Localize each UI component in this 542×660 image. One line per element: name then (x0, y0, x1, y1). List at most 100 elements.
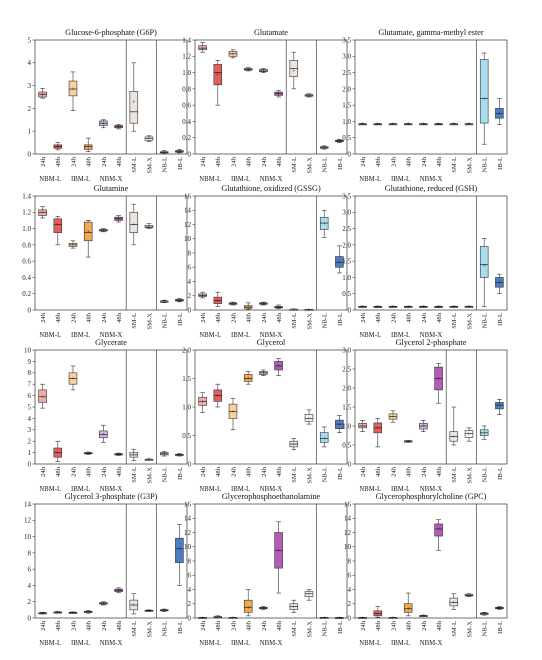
box-48h: + (114, 453, 123, 459)
box-48h: + (434, 519, 443, 551)
x-tick-label: SM-L (451, 313, 458, 329)
y-tick-label: 0 (28, 614, 32, 622)
x-tick-label: 24h (360, 466, 367, 477)
y-tick-label: 0 (28, 306, 32, 314)
y-tick-label: 6 (188, 572, 192, 580)
box-48h: + (373, 122, 383, 128)
mean-marker: + (102, 602, 106, 608)
box-body (38, 209, 47, 216)
y-tick-label: 1.0 (342, 118, 351, 126)
box-IB-L: + (175, 298, 184, 304)
x-tick-label: 48h (246, 156, 253, 167)
mean-marker: + (376, 426, 380, 432)
box-NB-L: + (319, 209, 329, 238)
mean-marker: + (71, 377, 75, 383)
mean-marker: + (407, 305, 411, 311)
y-tick-label: 2.0 (182, 346, 191, 354)
y-tick-label: 0 (348, 150, 352, 158)
box-body (144, 225, 154, 229)
x-tick-label: 24h (70, 466, 77, 477)
box-body (479, 59, 489, 124)
y-tick-label: 0 (28, 460, 32, 468)
x-tick-label: SM-L (451, 621, 458, 637)
x-tick-label: 24h (230, 466, 237, 477)
box-body (243, 374, 253, 382)
x-tick-label: 24h (360, 620, 367, 631)
x-tick-label: 24h (200, 620, 207, 631)
x-tick-label: SM-X (466, 313, 473, 330)
x-tick-label: 24h (40, 312, 47, 323)
x-tick-label: SM-L (291, 467, 298, 483)
box-24h: + (419, 420, 428, 432)
mean-marker: + (247, 606, 251, 612)
box-24h: + (38, 206, 47, 219)
box-body (373, 610, 383, 617)
box-NB-L: + (159, 299, 169, 305)
box-SM-X: + (304, 589, 314, 601)
x-tick-label: SM-X (466, 621, 473, 638)
box-IB-L: + (175, 149, 184, 155)
y-tick-label: 1.0 (342, 274, 351, 282)
x-tick-label: 48h (375, 620, 382, 631)
group-label: IBM-L (391, 640, 410, 647)
box-48h: + (53, 142, 63, 151)
group-label: NBM-L (199, 332, 221, 339)
mean-marker: + (178, 453, 182, 459)
box-24h: + (259, 302, 268, 308)
mean-marker: + (201, 46, 205, 52)
box-SM-L: + (289, 438, 299, 451)
mean-marker: + (323, 146, 327, 152)
box-SM-X: + (464, 122, 474, 128)
x-tick-label: 48h (436, 312, 443, 323)
box-48h: + (434, 362, 443, 404)
x-tick-label: SM-X (306, 313, 313, 330)
mean-marker: + (323, 437, 327, 443)
mean-marker: + (338, 260, 342, 266)
box-body (243, 599, 253, 613)
group-label: IBM-L (231, 486, 250, 493)
chart-svg: Glycerophosphorylcholine (GPC) 0 2 4 6 8 10 12 1… (344, 492, 508, 647)
y-tick-label: 2 (188, 292, 192, 300)
mean-marker: + (391, 415, 395, 421)
chart-title: Glycerophosphorylcholine (GPC) (376, 492, 487, 501)
x-tick-label: 24h (70, 312, 77, 323)
y-tick-label: 8 (28, 369, 32, 377)
mean-marker: + (407, 607, 411, 613)
chart-panel-7: Glycerate 0 1 2 3 4 5 6 7 8 9 10 + + + + + + + + + +24h 48h 24h… (9, 336, 197, 496)
x-tick-label: NB-L (322, 467, 329, 482)
y-tick-label: 8 (188, 249, 192, 257)
y-tick-label: 1 (28, 128, 32, 136)
y-tick-label: 0 (348, 614, 352, 622)
box-48h: + (434, 305, 443, 311)
mean-marker: + (292, 442, 296, 448)
mean-marker: + (498, 281, 502, 287)
box-body (38, 389, 47, 403)
box-NB-L: + (479, 238, 489, 308)
mean-marker: + (467, 305, 471, 311)
mean-marker: + (71, 243, 75, 249)
box-body (319, 432, 329, 443)
x-tick-label: 48h (86, 156, 93, 167)
box-24h: + (38, 383, 47, 409)
group-label: IBM-L (71, 176, 90, 183)
group-label: IBM-L (391, 176, 410, 183)
x-tick-label: 24h (421, 312, 428, 323)
plot-frame (354, 195, 508, 311)
box-SM-X: + (304, 308, 314, 314)
box-48h: + (83, 220, 93, 258)
mean-marker: + (132, 603, 136, 609)
x-tick-label: SM-L (291, 157, 298, 173)
x-tick-label: 48h (246, 312, 253, 323)
box-SM-L: + (449, 593, 459, 610)
box-48h: + (274, 90, 283, 98)
mean-marker: + (437, 377, 441, 383)
group-label: NBM-X (100, 176, 123, 183)
box-body (319, 217, 329, 230)
mean-marker: + (467, 593, 471, 599)
chart-svg: Glutathione, reduced (GSH) 0 0.5 1.0 1.5 2.0 2… (342, 184, 508, 339)
x-tick-label: 24h (101, 620, 108, 631)
x-tick-label: IB-L (177, 621, 184, 634)
x-tick-label: 24h (421, 466, 428, 477)
box-24h: + (228, 398, 238, 431)
x-tick-label: 24h (101, 466, 108, 477)
